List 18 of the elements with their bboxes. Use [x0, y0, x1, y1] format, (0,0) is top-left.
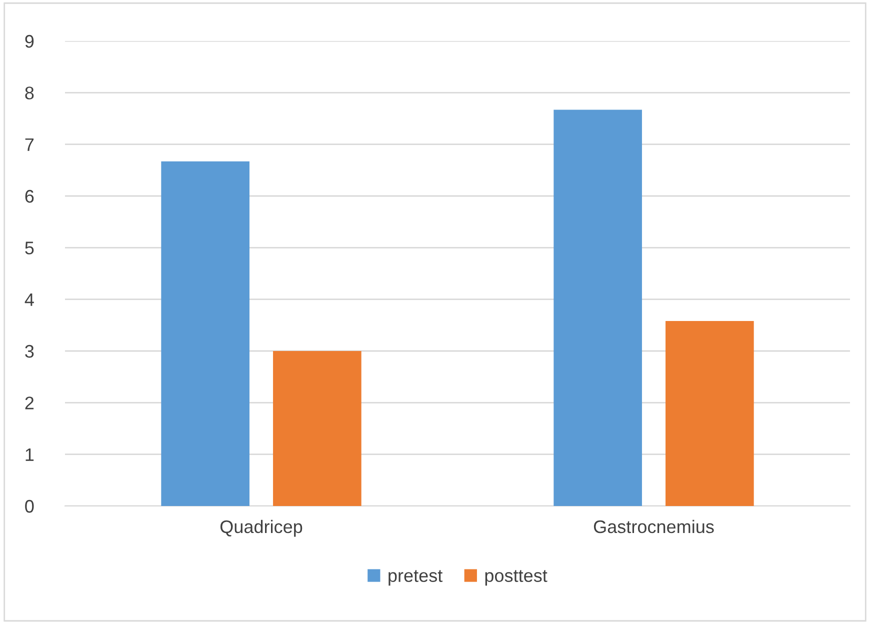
legend-label: pretest: [388, 570, 443, 586]
y-tick-label: 4: [24, 293, 34, 306]
y-tick-label: 6: [25, 190, 34, 203]
y-tick-label: 3: [25, 344, 34, 358]
bar: [666, 321, 754, 506]
y-tick-label: 5: [25, 242, 34, 254]
legend-label: posttest: [485, 570, 548, 586]
bar: [273, 351, 362, 506]
y-tick-label: 8: [25, 86, 34, 100]
y-tick-label: 0: [25, 500, 34, 513]
bar: [161, 161, 250, 506]
x-tick-label: Quadricep: [220, 520, 302, 537]
x-tick-label: Gastrocnemius: [594, 520, 714, 534]
y-tick-label: 2: [25, 396, 34, 410]
y-tick-label: 7: [25, 138, 34, 151]
bar: [554, 110, 642, 506]
y-tick-label: 9: [25, 34, 34, 48]
y-tick-label: 1: [26, 448, 34, 461]
